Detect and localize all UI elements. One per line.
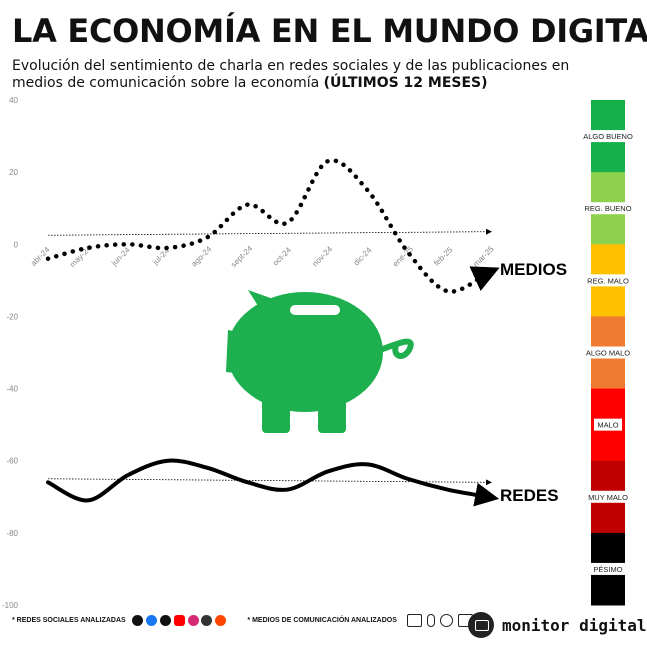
x-icon bbox=[131, 615, 143, 626]
piggy-leg-back bbox=[318, 385, 346, 433]
scale-label-bg bbox=[594, 418, 622, 431]
footer: * REDES SOCIALES ANALIZADAS * MEDIOS DE … bbox=[12, 614, 473, 627]
scale-label: REG. BUENO bbox=[584, 204, 631, 213]
scale-label-bg bbox=[581, 346, 635, 359]
x-tick-label: feb-25 bbox=[432, 245, 455, 268]
brand: monitor digital bbox=[468, 612, 647, 638]
medios-trend-line bbox=[47, 228, 492, 236]
subtitle-text: Evolución del sentimiento de charla en r… bbox=[12, 58, 570, 91]
scale-label-bg bbox=[581, 274, 635, 287]
piggy-tail bbox=[377, 338, 414, 359]
tiktok-icon bbox=[159, 615, 171, 626]
x-tick-label: dic-24 bbox=[352, 245, 374, 267]
subtitle-period: (ÚLTIMOS 12 MESES) bbox=[323, 75, 488, 91]
scale-label: REG. MALO bbox=[587, 276, 629, 285]
media-icons bbox=[406, 614, 473, 627]
scale-label: ALGO MALO bbox=[586, 349, 630, 358]
social-networks-label: * REDES SOCIALES ANALIZADAS bbox=[12, 617, 126, 624]
piggy-ear bbox=[248, 290, 290, 325]
redes-series-line bbox=[46, 458, 500, 507]
y-tick-label: -20 bbox=[6, 312, 18, 321]
x-tick-label: jun-24 bbox=[109, 245, 132, 268]
scale-label: MUY MALO bbox=[588, 493, 628, 502]
y-tick-label: 40 bbox=[9, 96, 18, 105]
piggy-coin-slot bbox=[290, 305, 340, 315]
brand-logo-icon bbox=[468, 612, 494, 638]
x-tick-label: ago-24 bbox=[189, 244, 213, 268]
page-subtitle: Evolución del sentimiento de charla en r… bbox=[12, 58, 612, 92]
instagram-icon bbox=[187, 615, 199, 626]
x-tick-label: mar-25 bbox=[471, 244, 496, 269]
medios-series-line bbox=[45, 158, 500, 294]
facebook-icon bbox=[145, 615, 157, 626]
reddit-icon bbox=[215, 615, 227, 626]
page-title: LA ECONOMÍA EN EL MUNDO DIGITAL bbox=[12, 12, 647, 50]
social-icons bbox=[131, 615, 228, 626]
piggy-snout bbox=[226, 330, 255, 375]
scale-label-bg bbox=[579, 130, 637, 143]
youtube-icon bbox=[173, 615, 185, 626]
y-tick-label: -60 bbox=[6, 457, 18, 466]
x-tick-label: sept-24 bbox=[229, 244, 255, 270]
piggy-leg-front bbox=[262, 385, 290, 433]
microphone-icon bbox=[426, 614, 435, 627]
x-tick-label: nov-24 bbox=[310, 244, 334, 268]
piggy-body bbox=[227, 292, 383, 412]
y-tick-label: -80 bbox=[6, 529, 18, 538]
medios-series-label: MEDIOS bbox=[500, 260, 567, 279]
scale-label-bg bbox=[584, 490, 632, 503]
y-tick-label: -100 bbox=[2, 601, 19, 610]
media-label: * MEDIOS DE COMUNICACIÓN ANALIZADOS bbox=[247, 617, 397, 624]
x-tick-label: abr-24 bbox=[29, 245, 52, 268]
scale-label-bg bbox=[589, 562, 627, 575]
radio-icon bbox=[439, 614, 453, 627]
y-tick-label: 0 bbox=[14, 240, 19, 249]
x-tick-label: oct-24 bbox=[271, 245, 293, 267]
scale-label-bg bbox=[579, 202, 637, 215]
threads-icon bbox=[201, 615, 213, 626]
newspaper-icon bbox=[406, 614, 422, 627]
brand-name: monitor digital bbox=[502, 615, 647, 635]
redes-series-label: REDES bbox=[500, 486, 559, 505]
y-tick-label: -40 bbox=[6, 385, 18, 394]
scale-label: ALGO BUENO bbox=[583, 132, 633, 141]
piggy-bank-icon bbox=[226, 290, 414, 433]
y-tick-label: 20 bbox=[9, 168, 18, 177]
scale-label: MALO bbox=[597, 421, 618, 430]
scale-label: PÉSIMO bbox=[593, 565, 622, 574]
